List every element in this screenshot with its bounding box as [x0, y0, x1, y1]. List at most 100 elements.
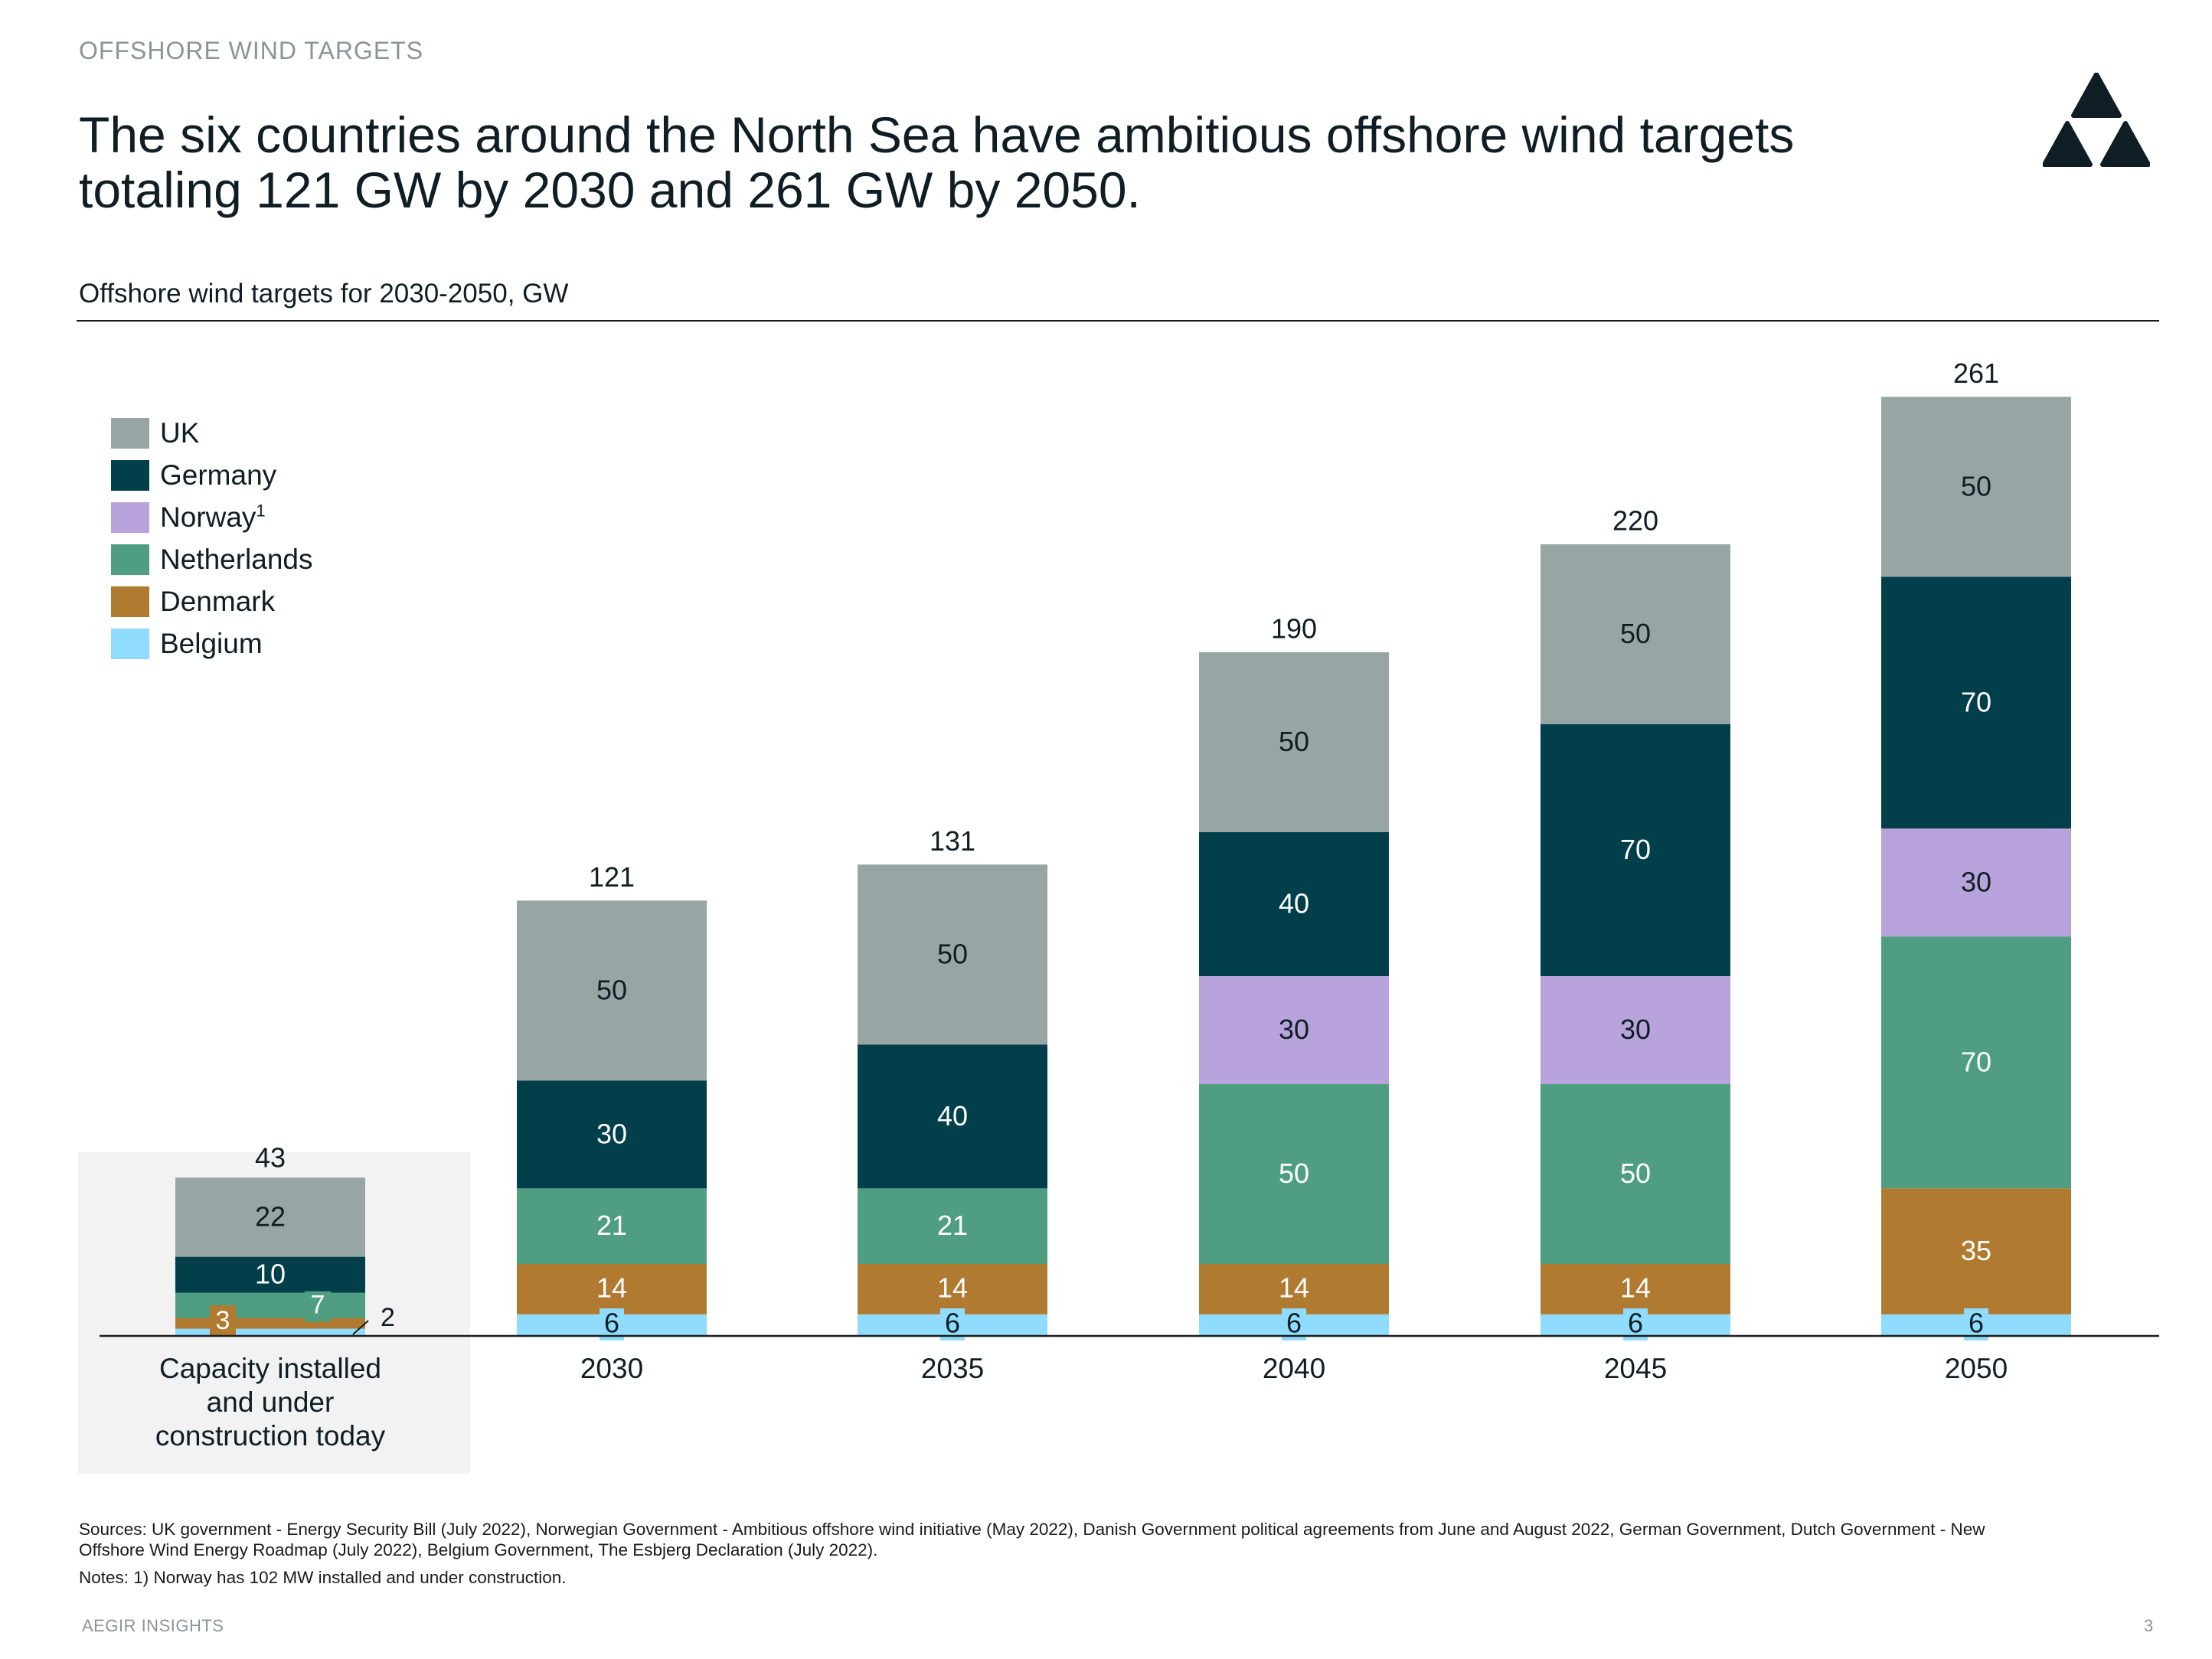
- legend-item-norway: Norway1: [111, 496, 313, 538]
- bar-total-2050: 261: [1953, 358, 1999, 389]
- page-number: 3: [2144, 1616, 2154, 1635]
- bar-segment-germany-2040: [1199, 832, 1389, 976]
- data-label-belgium-2050: 6: [1969, 1308, 1984, 1339]
- bar-segment-denmark-capacity-installed: [175, 1318, 365, 1329]
- bar-segment-norway-2050: [1881, 828, 2071, 937]
- data-label-belgium-2035: 6: [945, 1308, 960, 1339]
- bar-total-2030: 121: [589, 861, 635, 893]
- x-tick-label-2040: 2040: [1263, 1353, 1325, 1384]
- x-tick-label-2045: 2045: [1604, 1353, 1667, 1384]
- x-tick-label-2050: 2050: [1945, 1353, 2008, 1384]
- legend-label-belgium: Belgium: [160, 627, 263, 659]
- legend-swatch-uk: [111, 417, 149, 449]
- data-label-denmark-2045: 14: [1620, 1272, 1651, 1304]
- data-label-germany-2045: 70: [1620, 834, 1651, 865]
- bar-segment-denmark-2040: [1199, 1264, 1389, 1314]
- bar-segment-denmark-2030: [517, 1264, 707, 1314]
- bar-total-2035: 131: [930, 825, 975, 857]
- data-label-norway-2045: 30: [1620, 1014, 1651, 1045]
- legend-swatch-denmark: [111, 586, 149, 617]
- bar-total-2040: 190: [1271, 613, 1317, 645]
- data-label-denmark-capacity-installed-tag: [210, 1305, 236, 1336]
- data-label-netherlands-capacity-installed-tag: [305, 1291, 331, 1322]
- legend-label-norway: Norway1: [160, 501, 266, 534]
- legend-label-netherlands: Netherlands: [160, 543, 313, 575]
- page-title-line-2: totaling 121 GW by 2030 and 261 GW by 20…: [79, 162, 1141, 218]
- data-label-uk-2045: 50: [1620, 618, 1651, 649]
- bar-segment-uk-2045: [1541, 544, 1730, 724]
- bar-segment-netherlands-2030: [517, 1188, 707, 1264]
- legend-item-denmark: Denmark: [111, 580, 313, 622]
- data-label-belgium-2030: 6: [604, 1308, 619, 1339]
- bar-segment-denmark-2035: [858, 1264, 1047, 1314]
- data-label-belgium-2040: 6: [1286, 1308, 1302, 1339]
- data-label-belgium-capacity-installed: 2: [381, 1303, 395, 1332]
- data-label-netherlands-2040: 50: [1279, 1158, 1309, 1189]
- chart-legend: UK Germany Norway1 Netherlands Denmark B…: [111, 412, 313, 665]
- bar-segment-norway-2045: [1541, 976, 1730, 1084]
- subtitle-divider: [77, 320, 2159, 322]
- data-label-netherlands-2030: 21: [596, 1210, 627, 1241]
- data-label-uk-2050: 50: [1961, 470, 1991, 501]
- bar-segment-uk-2030: [517, 900, 707, 1081]
- footnote-marker: 1: [256, 501, 266, 521]
- bar-segment-uk-2040: [1199, 652, 1389, 832]
- data-label-belgium-2045: 6: [1628, 1308, 1643, 1339]
- legend-swatch-netherlands: [111, 544, 149, 575]
- x-tick-label-2030: 2030: [580, 1353, 643, 1384]
- bar-segment-germany-capacity-installed: [175, 1256, 365, 1293]
- legend-swatch-norway: [111, 501, 149, 533]
- page-title: The six countries around the North Sea h…: [79, 107, 2039, 217]
- legend-label-denmark: Denmark: [160, 585, 276, 617]
- footer-brand: AEGIR INSIGHTS: [82, 1616, 224, 1635]
- data-label-norway-2050: 30: [1961, 866, 1991, 897]
- page-title-line-1: The six countries around the North Sea h…: [79, 106, 1795, 163]
- triangles-logo-icon: [2043, 73, 2150, 167]
- data-label-denmark-2050: 35: [1961, 1235, 1991, 1266]
- x-tick-label-and-under: and under: [207, 1386, 335, 1418]
- legend-label-norway-text: Norway: [160, 501, 256, 533]
- data-label-netherlands-2035: 21: [937, 1210, 968, 1241]
- legend-swatch-belgium: [111, 628, 149, 659]
- section-label: OFFSHORE WIND TARGETS: [79, 37, 424, 64]
- data-label-uk-2040: 50: [1279, 726, 1309, 757]
- legend-item-uk: UK: [111, 412, 313, 454]
- bar-total-2045: 220: [1612, 505, 1658, 537]
- bar-segment-uk-2035: [858, 864, 1047, 1045]
- data-label-netherlands-capacity-installed: 7: [311, 1291, 325, 1320]
- data-label-denmark-2040: 14: [1279, 1272, 1309, 1304]
- legend-swatch-germany: [111, 459, 149, 491]
- data-label-germany-2035: 40: [937, 1100, 968, 1132]
- bar-segment-netherlands-2040: [1199, 1084, 1389, 1264]
- data-label-germany-2050: 70: [1961, 686, 1991, 717]
- bar-segment-denmark-2045: [1541, 1264, 1730, 1314]
- bar-segment-germany-2035: [858, 1044, 1047, 1189]
- x-tick-label-construction-today: construction today: [155, 1420, 386, 1452]
- notes-text: Notes: 1) Norway has 102 MW installed an…: [79, 1568, 567, 1587]
- bar-segment-belgium-capacity-installed: [175, 1328, 365, 1336]
- x-tick-label-capacity-installed: Capacity installed: [159, 1353, 381, 1384]
- data-label-denmark-capacity-installed: 3: [216, 1306, 230, 1335]
- data-label-netherlands-2045: 50: [1620, 1158, 1651, 1189]
- leader-line-belgium-today: [352, 1320, 369, 1335]
- bar-segment-netherlands-capacity-installed: [175, 1292, 365, 1318]
- legend-item-netherlands: Netherlands: [111, 538, 313, 580]
- x-tick-label-2035: 2035: [921, 1353, 984, 1384]
- data-label-denmark-2030: 14: [596, 1272, 627, 1304]
- bar-segment-netherlands-2035: [858, 1188, 1047, 1264]
- legend-label-uk: UK: [160, 416, 200, 449]
- bar-segment-netherlands-2045: [1541, 1084, 1730, 1264]
- data-label-uk-2030: 50: [596, 974, 627, 1005]
- sources-line-1: Sources: UK government - Energy Security…: [79, 1520, 1985, 1539]
- data-label-norway-2040: 30: [1279, 1014, 1309, 1045]
- bar-segment-uk-capacity-installed: [175, 1177, 365, 1257]
- data-label-denmark-2035: 14: [937, 1272, 968, 1304]
- data-label-germany-capacity-installed: 10: [255, 1259, 286, 1290]
- bar-segment-denmark-2050: [1881, 1188, 2071, 1314]
- data-label-germany-2040: 40: [1279, 888, 1309, 919]
- bar-segment-uk-2050: [1881, 397, 2071, 577]
- sources-line-2: Offshore Wind Energy Roadmap (July 2022)…: [79, 1540, 878, 1559]
- bar-segment-germany-2050: [1881, 576, 2071, 829]
- bar-segment-netherlands-2050: [1881, 936, 2071, 1189]
